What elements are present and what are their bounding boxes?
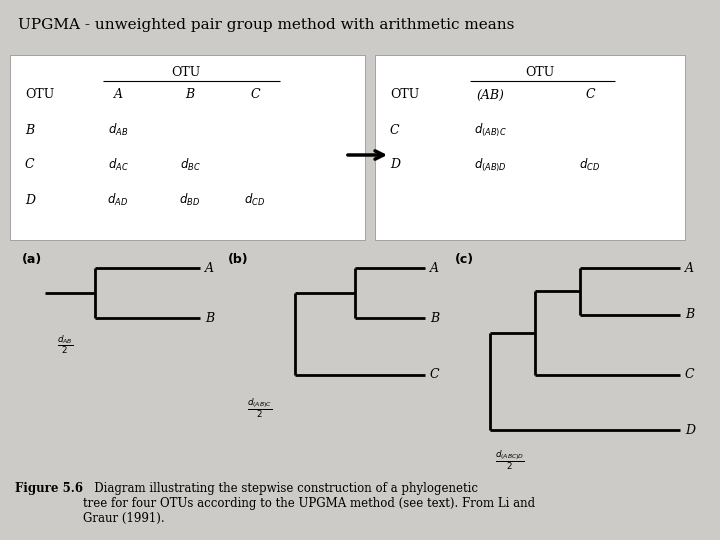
Text: D: D bbox=[685, 423, 695, 436]
Text: $d_{CD}$: $d_{CD}$ bbox=[580, 157, 600, 173]
Text: B: B bbox=[430, 312, 439, 325]
Text: C: C bbox=[685, 368, 695, 381]
Text: C: C bbox=[585, 89, 595, 102]
Text: $d_{BD}$: $d_{BD}$ bbox=[179, 192, 201, 208]
Text: Diagram illustrating the stepwise construction of a phylogenetic
tree for four O: Diagram illustrating the stepwise constr… bbox=[83, 482, 535, 525]
Text: $d_{(AB)C}$: $d_{(AB)C}$ bbox=[474, 122, 506, 139]
Text: UPGMA - unweighted pair group method with arithmetic means: UPGMA - unweighted pair group method wit… bbox=[18, 18, 514, 32]
Text: A: A bbox=[430, 261, 439, 274]
Text: (b): (b) bbox=[228, 253, 248, 267]
Text: OTU: OTU bbox=[25, 89, 54, 102]
Bar bbox=[10, 55, 365, 240]
Text: A: A bbox=[114, 89, 122, 102]
Text: OTU: OTU bbox=[390, 89, 419, 102]
Text: A: A bbox=[685, 261, 694, 274]
Text: $d_{AD}$: $d_{AD}$ bbox=[107, 192, 128, 208]
Text: $\frac{d_{(ABC)D}}{2}$: $\frac{d_{(ABC)D}}{2}$ bbox=[495, 448, 525, 471]
Text: OTU: OTU bbox=[171, 65, 201, 78]
Text: Figure 5.6: Figure 5.6 bbox=[15, 482, 83, 495]
Text: $d_{CD}$: $d_{CD}$ bbox=[244, 192, 266, 208]
Text: (c): (c) bbox=[455, 253, 474, 267]
Text: $d_{AC}$: $d_{AC}$ bbox=[107, 157, 128, 173]
Text: B: B bbox=[205, 312, 214, 325]
Text: D: D bbox=[390, 159, 400, 172]
Text: $d_{BC}$: $d_{BC}$ bbox=[179, 157, 200, 173]
Text: C: C bbox=[430, 368, 440, 381]
Text: B: B bbox=[685, 308, 694, 321]
Text: $\frac{d_{(AB)C}}{2}$: $\frac{d_{(AB)C}}{2}$ bbox=[248, 396, 273, 420]
Bar bbox=[375, 55, 685, 240]
Text: D: D bbox=[25, 193, 35, 206]
Text: A: A bbox=[205, 261, 214, 274]
Text: B: B bbox=[25, 124, 34, 137]
Text: C: C bbox=[25, 159, 35, 172]
Text: $\frac{d_{AB}}{2}$: $\frac{d_{AB}}{2}$ bbox=[57, 334, 73, 356]
Text: $d_{(AB)D}$: $d_{(AB)D}$ bbox=[474, 156, 506, 174]
Text: OTU: OTU bbox=[526, 65, 554, 78]
Text: $d_{AB}$: $d_{AB}$ bbox=[108, 122, 128, 138]
Text: C: C bbox=[250, 89, 260, 102]
Text: (AB): (AB) bbox=[476, 89, 504, 102]
Text: (a): (a) bbox=[22, 253, 42, 267]
Text: B: B bbox=[186, 89, 194, 102]
Text: C: C bbox=[390, 124, 400, 137]
